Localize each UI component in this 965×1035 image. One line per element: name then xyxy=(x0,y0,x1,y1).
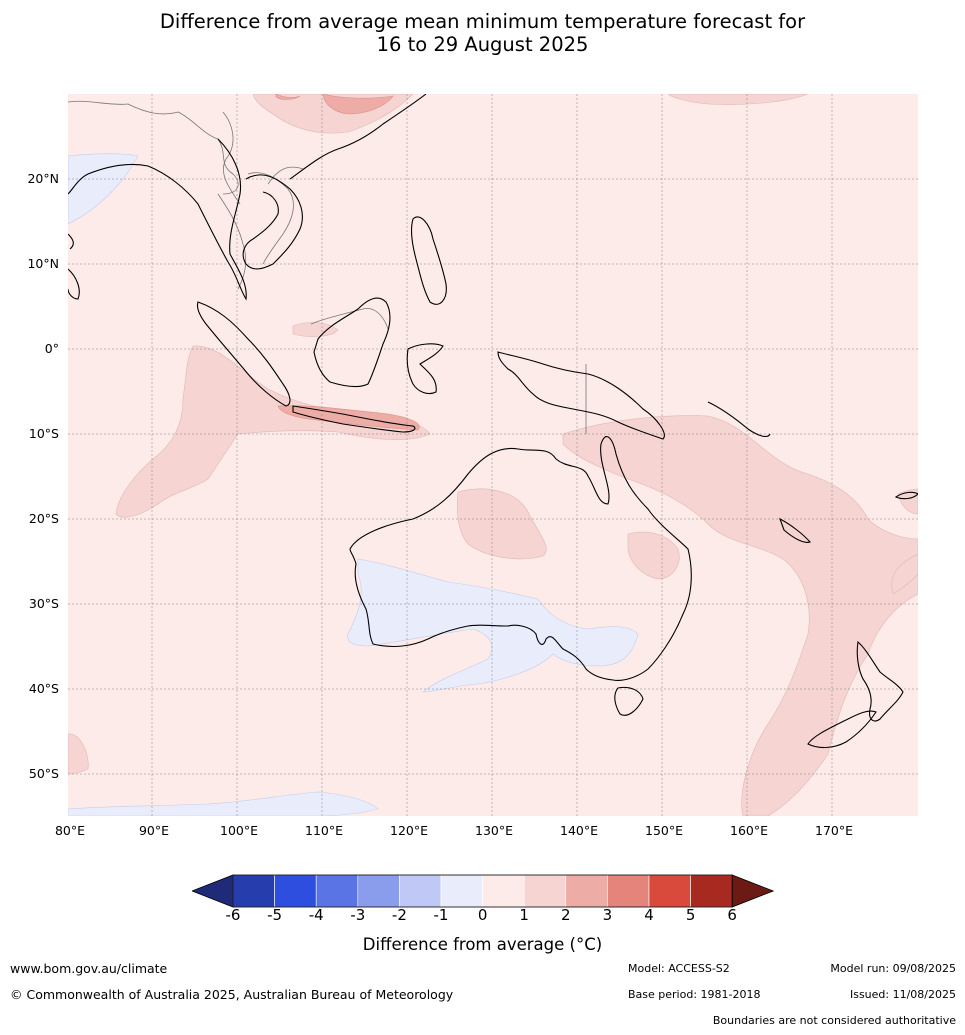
colorbar-segment xyxy=(565,874,608,908)
colorbar-segment xyxy=(690,874,733,908)
lon-label-150e: 150°E xyxy=(644,823,684,838)
lon-label-170e: 170°E xyxy=(814,823,854,838)
colorbar-segment xyxy=(232,874,275,908)
lon-label-90e: 90°E xyxy=(138,823,170,838)
colorbar-extend-high xyxy=(731,874,774,908)
colorbar-extend-low xyxy=(192,874,234,908)
footer-website[interactable]: www.bom.gov.au/climate xyxy=(10,961,168,976)
colorbar-tick-label: -6 xyxy=(225,906,241,924)
lon-label-120e: 120°E xyxy=(389,823,429,838)
colorbar-segment xyxy=(274,874,317,908)
colorbar-segment xyxy=(357,874,400,908)
footer-copyright: © Commonwealth of Australia 2025, Austra… xyxy=(10,987,454,1002)
lat-label-40s: 40°S xyxy=(28,681,59,696)
coast-tasmania xyxy=(614,686,644,716)
coast-sumatra xyxy=(196,301,291,407)
lat-label-10n: 10°N xyxy=(27,256,59,271)
map-title: Difference from average mean minimum tem… xyxy=(0,10,965,56)
coast-new-guinea xyxy=(497,351,665,440)
footer-base-period: Base period: 1981-2018 xyxy=(628,988,761,1001)
coast-philippines xyxy=(411,216,447,305)
footer-disclaimer: Boundaries are not considered authoritat… xyxy=(712,1014,956,1027)
colorbar-tick-label: 5 xyxy=(685,906,696,924)
warm-region-australia-ne xyxy=(627,531,680,580)
footer-model-run: Model run: 09/08/2025 xyxy=(830,962,956,975)
coast-new-caledonia xyxy=(779,517,811,543)
warm-region-coral-sea xyxy=(562,415,918,816)
warm-region-australia-nw xyxy=(457,488,547,560)
coast-fiji xyxy=(894,491,918,500)
colorbar-segment xyxy=(523,874,567,908)
colorbar-tick-label: -1 xyxy=(433,906,449,924)
colorbar-tick-label: 4 xyxy=(644,906,654,924)
lat-label-30s: 30°S xyxy=(28,596,59,611)
colorbar xyxy=(192,874,774,908)
footer-issued: Issued: 11/08/2025 xyxy=(849,988,956,1001)
colorbar-tick-label: -4 xyxy=(308,906,324,924)
coast-india-tip xyxy=(68,268,80,300)
lon-label-110e: 110°E xyxy=(304,823,344,838)
colorbar-tick-label: 2 xyxy=(561,906,571,924)
lon-label-100e: 100°E xyxy=(219,823,259,838)
lon-label-130e: 130°E xyxy=(474,823,514,838)
coast-java xyxy=(292,405,416,433)
lat-label-20s: 20°S xyxy=(28,511,59,526)
strong-warm-java xyxy=(277,405,420,431)
colorbar-segment xyxy=(482,874,525,908)
colorbar-tick-label: -3 xyxy=(350,906,366,924)
colorbar-segment xyxy=(399,874,442,908)
colorbar-tick-label: 1 xyxy=(519,906,529,924)
colorbar-outline xyxy=(232,874,733,908)
lon-label-80e: 80°E xyxy=(54,823,86,838)
colorbar-tick-label: -5 xyxy=(267,906,283,924)
coast-borneo xyxy=(313,297,391,388)
lon-label-160e: 160°E xyxy=(729,823,769,838)
lat-label-0: 0° xyxy=(44,341,59,356)
strong-warm-south-china xyxy=(322,94,394,115)
cool-region-southern-ocean xyxy=(68,791,379,816)
colorbar-label: Difference from average (°C) xyxy=(362,935,603,954)
warm-anomaly-strong xyxy=(275,94,420,431)
strong-warm-north xyxy=(275,94,301,100)
footer-model: Model: ACCESS-S2 xyxy=(628,962,730,975)
warm-region-borneo-sea xyxy=(292,322,339,337)
map-graticule xyxy=(68,94,918,816)
warm-region-southwest xyxy=(68,733,89,775)
coast-nz-north xyxy=(856,640,904,722)
warm-region-nz-east xyxy=(891,553,918,595)
colorbar-segment xyxy=(440,874,483,908)
map-canvas xyxy=(68,94,918,816)
title-line-2: 16 to 29 August 2025 xyxy=(376,33,589,56)
coastlines xyxy=(68,94,918,749)
map-panel xyxy=(68,94,918,816)
country-borders xyxy=(68,100,587,434)
colorbar-tick-label: -2 xyxy=(391,906,407,924)
warm-region-indian-ocean xyxy=(115,345,431,518)
coast-mainland-asia xyxy=(68,94,427,301)
coast-india-east xyxy=(68,233,74,250)
cool-region-bay-of-bengal xyxy=(68,153,139,225)
coast-solomon xyxy=(707,401,771,438)
lat-label-50s: 50°S xyxy=(28,766,59,781)
coast-australia xyxy=(349,436,692,681)
lat-label-20n: 20°N xyxy=(27,171,59,186)
colorbar-tick-label: 0 xyxy=(477,906,488,924)
lon-label-140e: 140°E xyxy=(559,823,599,838)
warm-anomaly-regions xyxy=(68,94,918,816)
colorbar-segment xyxy=(607,874,650,908)
colorbar-segment xyxy=(648,874,691,908)
colorbar-segment xyxy=(315,874,359,908)
coast-nz-south xyxy=(807,710,877,749)
coast-sulawesi xyxy=(406,343,444,395)
colorbar-tick-label: 6 xyxy=(727,906,737,924)
warm-region-east-pacific xyxy=(897,488,918,515)
lat-label-10s: 10°S xyxy=(28,426,59,441)
colorbar-tick-label: 3 xyxy=(602,906,613,924)
title-line-1: Difference from average mean minimum tem… xyxy=(159,10,806,33)
warm-region-north-pacific xyxy=(667,94,809,105)
